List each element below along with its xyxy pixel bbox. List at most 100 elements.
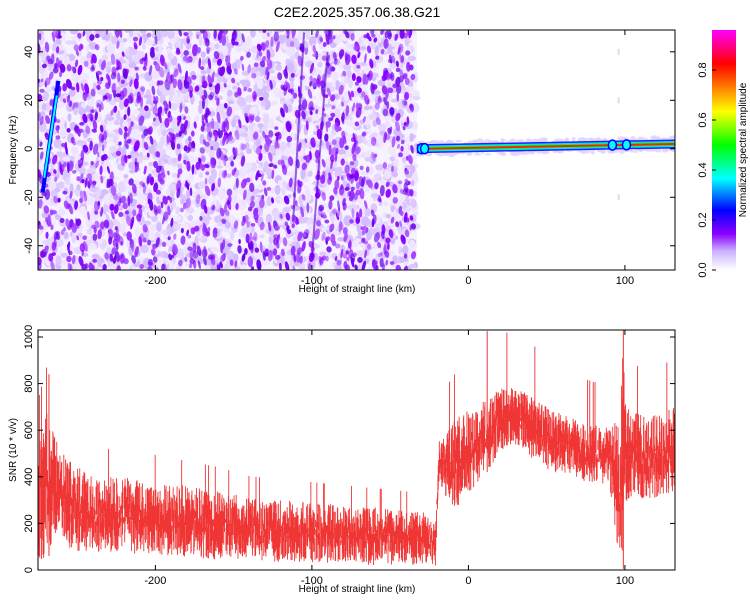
noise-blob: [309, 150, 312, 161]
noise-blob: [219, 207, 225, 217]
noise-speckle: [85, 45, 91, 52]
signal-halo: [519, 151, 527, 155]
noise-blob: [124, 139, 129, 149]
noise-speckle: [151, 69, 161, 79]
noise-speckle: [235, 188, 240, 194]
noise-blob: [183, 159, 187, 165]
noise-blob: [297, 179, 301, 187]
noise-blob: [334, 179, 340, 190]
noise-blob: [328, 199, 333, 210]
noise-speckle: [364, 185, 370, 193]
noise-speckle: [399, 252, 404, 257]
noise-speckle: [143, 220, 152, 226]
noise-speckle: [65, 40, 74, 45]
noise-blob: [93, 200, 99, 212]
noise-blob: [338, 222, 342, 233]
noise-blob: [396, 143, 401, 149]
noise-blob: [59, 71, 63, 78]
noise-blob: [340, 183, 343, 191]
noise-blob: [379, 257, 384, 268]
noise-blob: [51, 241, 57, 251]
noise-speckle: [78, 107, 87, 116]
noise-blob: [147, 258, 153, 266]
noise-speckle: [392, 165, 398, 173]
noise-blob: [290, 72, 295, 78]
noise-blob: [54, 176, 58, 183]
noise-blob: [359, 188, 365, 200]
noise-blob: [166, 195, 170, 200]
noise-blob: [190, 227, 196, 235]
noise-blob: [199, 162, 203, 170]
noise-speckle: [169, 102, 178, 111]
noise-blob: [55, 119, 61, 124]
noise-speckle: [124, 30, 132, 33]
noise-speckle: [275, 149, 282, 156]
noise-speckle: [62, 156, 71, 162]
noise-speckle: [268, 236, 273, 245]
noise-blob: [210, 157, 216, 169]
noise-blob: [285, 212, 291, 221]
noise-speckle: [334, 166, 343, 177]
noise-blob: [223, 102, 228, 109]
signal-halo: [652, 136, 658, 140]
noise-speckle: [198, 171, 204, 179]
noise-speckle: [171, 122, 176, 131]
y-tick-label: 0: [23, 567, 35, 573]
noise-blob: [76, 176, 81, 182]
y-tick-label: 1000: [23, 325, 35, 349]
noise-blob: [355, 216, 360, 224]
noise-speckle: [59, 32, 66, 42]
noise-blob: [39, 141, 43, 147]
noise-blob: [116, 40, 120, 49]
noise-blob: [353, 192, 359, 201]
noise-blob: [148, 173, 152, 179]
noise-blob: [408, 157, 412, 163]
signal-halo: [509, 151, 516, 156]
noise-speckle: [200, 51, 206, 58]
noise-blob: [347, 240, 352, 249]
noise-speckle: [89, 242, 97, 250]
noise-blob: [290, 41, 295, 48]
noise-speckle: [226, 89, 233, 98]
noise-blob: [247, 256, 254, 268]
noise-speckle: [387, 81, 392, 88]
noise-blob: [90, 109, 95, 114]
noise-speckle: [85, 216, 93, 228]
noise-blob: [400, 145, 404, 152]
noise-blob: [83, 60, 89, 67]
noise-speckle: [139, 30, 147, 34]
noise-blob: [73, 44, 80, 51]
noise-blob: [340, 116, 345, 125]
noise-blob: [312, 137, 316, 144]
noise-speckle: [167, 30, 175, 39]
noise-blob: [84, 93, 89, 98]
noise-blob: [385, 72, 392, 81]
noise-blob: [361, 225, 367, 236]
noise-speckle: [170, 190, 175, 198]
noise-blob: [254, 247, 260, 253]
noise-blob: [163, 61, 168, 70]
noise-blob: [183, 32, 189, 37]
noise-speckle: [250, 30, 256, 38]
noise-blob: [338, 84, 344, 95]
noise-speckle: [242, 40, 247, 51]
noise-blob: [375, 55, 380, 60]
noise-speckle: [283, 206, 292, 213]
noise-speckle: [239, 132, 249, 138]
noise-blob: [358, 176, 365, 188]
signal-halo: [502, 152, 507, 156]
noise-blob: [309, 80, 313, 87]
noise-blob: [157, 106, 163, 117]
noise-speckle: [140, 244, 149, 254]
noise-blob: [185, 57, 190, 64]
noise-speckle: [128, 68, 137, 77]
noise-speckle: [128, 169, 137, 174]
noise-blob: [278, 262, 282, 270]
noise-blob: [326, 87, 331, 97]
noise-speckle: [295, 69, 305, 76]
noise-speckle: [334, 80, 341, 91]
noise-blob: [113, 204, 119, 215]
signal-artifact: [617, 97, 620, 104]
noise-speckle: [305, 188, 311, 198]
